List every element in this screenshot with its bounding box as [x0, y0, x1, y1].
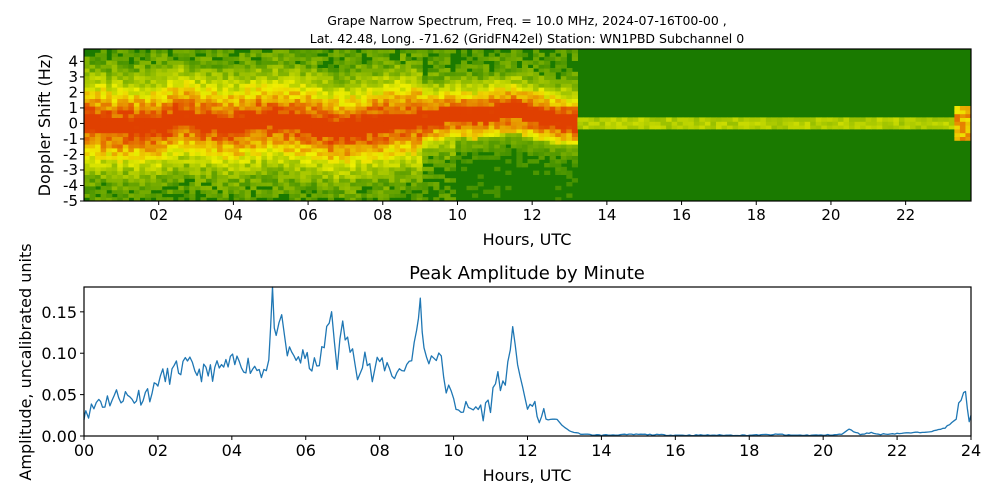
amplitude-x-tick-label: 00: [74, 441, 94, 460]
amplitude-y-tick-label: 0.00: [41, 427, 77, 446]
amplitude-x-tick-label: 06: [296, 441, 316, 460]
spectrogram-x-tick-label: 18: [747, 206, 766, 224]
spectrogram-y-tick-label: -5: [63, 192, 78, 210]
amplitude-x-tick-label: 12: [517, 441, 537, 460]
amplitude-x-tick-label: 16: [665, 441, 685, 460]
amplitude-x-tick-label: 14: [591, 441, 611, 460]
spectrogram-x-tick-label: 04: [224, 206, 243, 224]
spectrogram-y-axis-label: Doppler Shift (Hz): [35, 54, 54, 197]
spectrogram-x-tick-label: 16: [672, 206, 691, 224]
amplitude-y-tick-label: 0.10: [41, 344, 77, 363]
spectrogram-y-tick-label: 1: [68, 99, 78, 117]
amplitude-x-tick-label: 18: [739, 441, 759, 460]
amplitude-y-axis-label: Amplitude, uncalibrated units: [16, 243, 35, 480]
amplitude-y-tick-label: 0.05: [41, 386, 77, 405]
spectrogram-x-tick-label: 14: [597, 206, 616, 224]
amplitude-x-tick-label: 20: [813, 441, 833, 460]
spectrogram-x-tick-label: 02: [149, 206, 168, 224]
spectrogram-x-tick-label: 20: [821, 206, 840, 224]
amplitude-x-tick-label: 02: [148, 441, 168, 460]
spectrogram-x-axis-label: Hours, UTC: [483, 230, 572, 249]
spectrogram-x-tick-label: 22: [896, 206, 915, 224]
amplitude-x-tick-label: 24: [961, 441, 981, 460]
amplitude-y-ticks: 0.00 0.05 0.10 0.15: [41, 303, 84, 446]
amplitude-x-tick-label: 04: [222, 441, 242, 460]
spectrogram-y-tick-label: 4: [68, 52, 78, 70]
amplitude-x-tick-label: 22: [887, 441, 907, 460]
spectrogram-x-tick-label: 08: [373, 206, 392, 224]
spectrogram-frame: [83, 48, 972, 202]
spectrogram-plot-area: [84, 49, 971, 201]
spectrogram-x-tick-label: 10: [448, 206, 467, 224]
spectrogram-y-tick-label: -1: [63, 130, 78, 148]
amplitude-x-ticks: 00 02 04 06 08 10 12 14 16 18 20 22 24: [74, 436, 981, 460]
spectrogram-x-tick-label: 12: [523, 206, 542, 224]
amplitude-x-axis-label: Hours, UTC: [483, 466, 572, 485]
amplitude-y-tick-label: 0.15: [41, 303, 77, 322]
spectrogram-x-ticks: 02 04 06 08 10 12 14 16 18 20 22: [149, 201, 915, 224]
amplitude-x-tick-label: 10: [443, 441, 463, 460]
spectrogram-y-tick-label: 3: [68, 68, 78, 86]
spectrogram-y-tick-label: 2: [68, 83, 78, 101]
amplitude-x-tick-label: 08: [369, 441, 389, 460]
spectrogram-y-tick-label: -4: [63, 176, 78, 194]
amplitude-panel: Peak Amplitude by Minute 00 02 04 06 08 10 12 1…: [16, 243, 981, 485]
figure-title-line-1: Grape Narrow Spectrum, Freq. = 10.0 MHz,…: [327, 13, 726, 28]
spectrogram-y-tick-label: -3: [63, 161, 78, 179]
amplitude-chart-title: Peak Amplitude by Minute: [409, 263, 645, 284]
spectrogram-y-tick-label: 0: [68, 114, 78, 132]
figure-title-line-2: Lat. 42.48, Long. -71.62 (GridFN42el) St…: [310, 31, 744, 46]
amplitude-frame: [83, 286, 972, 437]
spectrogram-y-tick-label: -2: [63, 145, 78, 163]
amplitude-series-line: [83, 286, 972, 437]
spectrogram-x-tick-label: 06: [299, 206, 318, 224]
